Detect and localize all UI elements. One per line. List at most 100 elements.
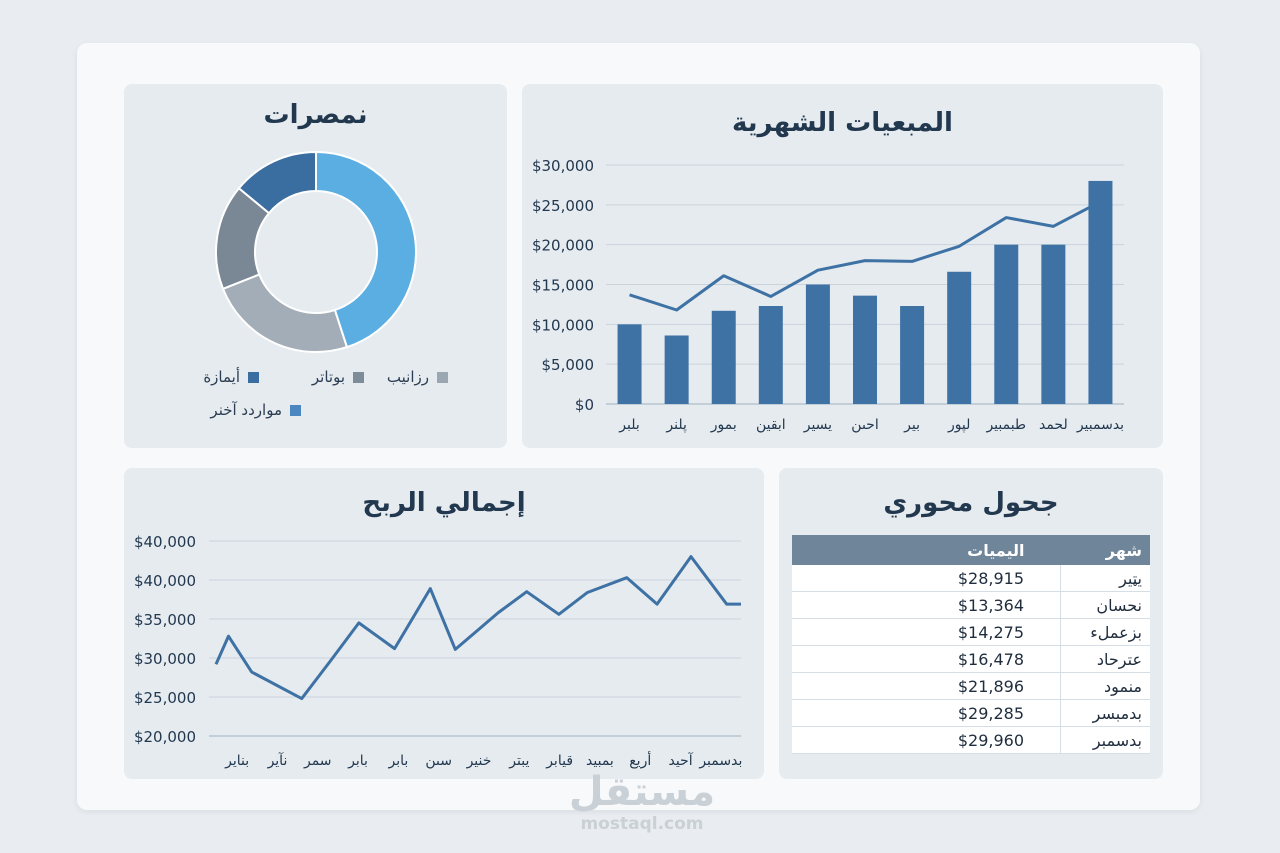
monthly-xtick-label: پلنر [665, 417, 687, 433]
watermark: مستقل mostaql.com [562, 770, 722, 834]
profit-xtick-label: خنير [466, 753, 492, 769]
pivot-row[interactable]: $29,285 بدمبسر [792, 699, 1150, 727]
pivot-header-row: اليميات شهر [792, 535, 1150, 565]
pivot-row[interactable]: $13,364 نحسان [792, 591, 1150, 619]
pivot-cell-month: عترحاد [1060, 645, 1150, 673]
profit-ytick-label: $40,000 [134, 533, 196, 551]
profit-xtick-label: بناير [224, 753, 249, 769]
profit-xtick-label: يبتر [508, 753, 529, 769]
pivot-header-month[interactable]: شهر [1060, 535, 1150, 565]
pivot-cell-month: بدسمبر [1060, 726, 1150, 754]
monthly-xtick-label: بير [903, 417, 920, 433]
monthly-bar [758, 306, 783, 404]
profit-xtick-label: بدسمبر [698, 753, 742, 769]
pivot-cell-value: $14,275 [792, 618, 1061, 646]
profit-xtick-label: سمر [303, 753, 332, 769]
profit-chart: $40,000 $40,000 $35,000 $30,000 $25,000 $20,0… [134, 533, 742, 769]
donut-title: نمصرات [263, 100, 368, 130]
pivot-header-value[interactable]: اليميات [792, 535, 1061, 565]
monthly-trend-line [629, 200, 1102, 312]
monthly-ytick-label: $5,000 [542, 356, 595, 374]
profit-ytick-label: $40,000 [134, 572, 196, 590]
monthly-sales-panel: المبعيات الشهرية $30,000 $25,000 $20,000 $1… [522, 84, 1163, 448]
monthly-xtick-label: لحمد [1039, 417, 1068, 433]
pivot-cell-value: $28,915 [792, 565, 1061, 592]
profit-ytick-label: $25,000 [134, 689, 196, 707]
profit-line [214, 555, 741, 701]
pivot-row[interactable]: $16,478 عترحاد [792, 645, 1150, 673]
legend-label-1: بوتاتر [311, 368, 345, 386]
monthly-xtick-label: بمور [710, 417, 737, 433]
monthly-ytick-label: $30,000 [532, 157, 594, 175]
pivot-cell-month: نحسان [1060, 591, 1150, 619]
pivot-title: جحول محوري [883, 488, 1059, 518]
donut-slice-0 [315, 150, 417, 349]
monthly-ytick-label: $15,000 [532, 277, 594, 295]
donut-chart [215, 150, 417, 353]
legend-swatch-2 [437, 371, 448, 383]
pivot-cell-month: بزعملء [1060, 618, 1150, 646]
profit-xtick-label: نآير [267, 752, 288, 769]
profit-title: إجمالي الربح [362, 488, 526, 518]
monthly-bar [900, 306, 925, 404]
monthly-xtick-label: بدسمبير [1076, 417, 1124, 433]
legend-item-3: مواردد آخنر [210, 401, 301, 419]
profit-xtick-label: سىن [425, 753, 452, 769]
pivot-panel: جحول محوري اليميات شهر $28,915 يټير $13,36… [779, 468, 1163, 779]
legend-swatch-1 [353, 371, 364, 383]
monthly-ytick-label: $0 [575, 396, 594, 414]
monthly-ytick-label: $25,000 [532, 197, 594, 215]
pivot-cell-month: يټير [1060, 565, 1150, 592]
legend-label-2: رزانيب [386, 368, 429, 386]
pivot-row[interactable]: $14,275 بزعملء [792, 618, 1150, 646]
profit-xtick-label: أريع [629, 751, 651, 769]
pivot-cell-month: بدمبسر [1060, 699, 1150, 727]
pivot-cell-value: $13,364 [792, 591, 1061, 619]
monthly-xtick-label: احىن [851, 417, 878, 433]
watermark-site: mostaql.com [580, 814, 704, 834]
profit-xtick-label: بابر [347, 753, 368, 769]
profit-xtick-label: آحيد [668, 752, 693, 769]
monthly-bar [1041, 244, 1066, 404]
monthly-xtick-label: ابقين [756, 417, 786, 433]
monthly-bar [711, 310, 736, 404]
legend-item-1: بوتاتر [312, 368, 364, 386]
pivot-cell-value: $29,285 [792, 699, 1061, 727]
monthly-bar [664, 335, 689, 404]
monthly-ytick-label: $20,000 [532, 237, 594, 255]
legend-label-0: أيمازة [203, 368, 240, 386]
pivot-row[interactable]: $28,915 يټير [792, 565, 1150, 592]
monthly-xtick-label: لپور [947, 417, 970, 433]
pivot-body: $28,915 يټير $13,364 نحسان $14,275 بزعملء $16,… [792, 565, 1150, 754]
watermark-logo: مستقل [568, 769, 716, 815]
donut-legend: أيمازة بوتاتر رزانيب مواردد آخنر [124, 84, 507, 448]
profit-panel: إجمالي الربح $40,000 $40,000 $35,000 $30,00… [124, 468, 764, 779]
pivot-cell-value: $21,896 [792, 672, 1061, 700]
monthly-bar [805, 284, 830, 404]
monthly-bar [853, 295, 877, 404]
monthly-bar [947, 271, 972, 404]
pivot-cell-month: منمود [1060, 672, 1150, 700]
profit-ytick-label: $30,000 [134, 650, 196, 668]
pivot-cell-value: $29,960 [792, 726, 1061, 754]
legend-swatch-3 [290, 404, 301, 416]
profit-xtick-label: بابر [387, 753, 408, 769]
profit-xtick-label: بمبيد [586, 753, 614, 769]
legend-item-0: أيمازة [203, 368, 259, 386]
legend-swatch-0 [248, 371, 259, 383]
monthly-sales-title: المبعيات الشهرية [732, 108, 953, 138]
legend-item-2: رزانيب [387, 368, 448, 386]
monthly-sales-chart: $30,000 $25,000 $20,000 $15,000 $10,000 $5,00… [532, 157, 1124, 433]
monthly-bar [617, 324, 642, 404]
profit-xtick-label: قيابر [545, 753, 573, 769]
donut-slice-3 [237, 150, 317, 215]
monthly-xtick-label: طبمبير [985, 417, 1026, 433]
monthly-xtick-label: يسير [803, 417, 832, 433]
monthly-ytick-label: $10,000 [532, 316, 594, 334]
profit-ytick-label: $35,000 [134, 611, 196, 629]
legend-label-3: مواردد آخنر [210, 401, 282, 419]
pivot-row[interactable]: $29,960 بدسمبر [792, 726, 1150, 754]
monthly-xtick-label: بلبر [618, 417, 639, 433]
pivot-row[interactable]: $21,896 منمود [792, 672, 1150, 700]
pivot-table: اليميات شهر $28,915 يټير $13,364 نحسان $14,2… [792, 535, 1150, 754]
